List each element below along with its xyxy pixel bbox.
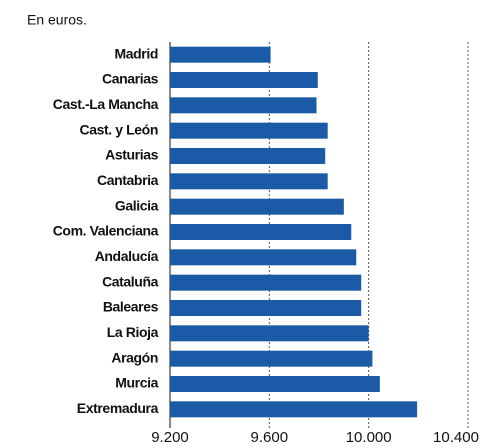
y-tick-label: Baleares (103, 299, 159, 315)
y-tick-label: Extremadura (77, 400, 159, 416)
y-tick-label: Asturias (105, 147, 158, 163)
y-tick-label: Com. Valenciana (53, 223, 159, 239)
bar (170, 198, 344, 215)
x-tick-label: 9.600 (251, 429, 289, 446)
bar (170, 46, 271, 63)
x-tick-label: 10.000 (346, 429, 392, 446)
y-tick-label: Cast.-La Mancha (53, 96, 159, 112)
bar (170, 249, 357, 266)
bar (170, 173, 328, 190)
bar (170, 300, 362, 316)
chart-subtitle: En euros. (27, 12, 87, 28)
y-tick-label: Madrid (115, 45, 159, 61)
bar (170, 401, 418, 418)
bar (170, 72, 318, 88)
y-tick-label: La Rioja (107, 324, 159, 340)
bar (170, 122, 328, 139)
bar (170, 224, 352, 240)
y-tick-label: Galicia (115, 197, 159, 213)
x-tick-label: 9.200 (151, 429, 189, 446)
bar (170, 376, 380, 392)
y-tick-label: Cantabria (97, 172, 159, 188)
y-tick-label: Aragón (111, 349, 158, 365)
bar (170, 350, 373, 367)
x-tick-label: 10.400 (433, 429, 479, 446)
y-tick-label: Cataluña (102, 273, 159, 289)
y-tick-label: Andalucía (95, 248, 159, 264)
y-tick-label: Cast. y León (80, 121, 158, 137)
bar (170, 274, 362, 291)
bar (170, 325, 369, 342)
bar (170, 148, 326, 164)
y-tick-label: Canarias (102, 71, 159, 87)
y-tick-label: Murcia (115, 375, 158, 391)
bar (170, 97, 317, 114)
